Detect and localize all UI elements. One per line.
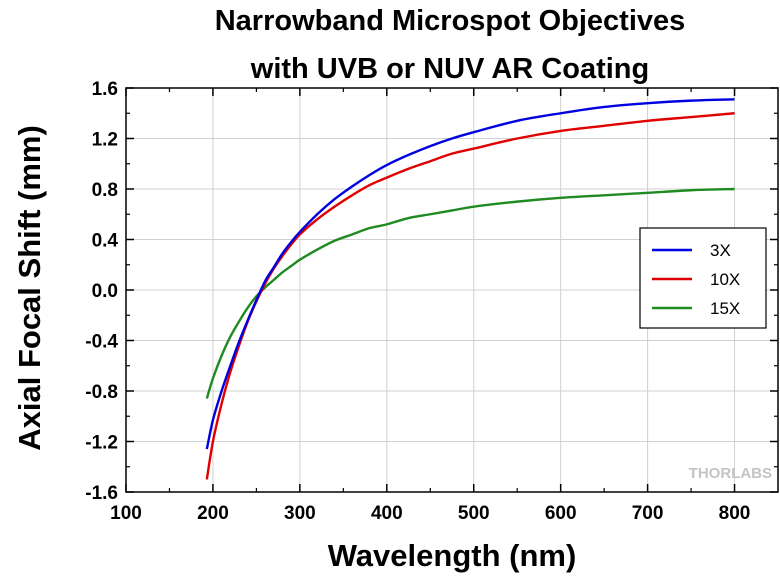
thorlabs-watermark: THORLABS	[689, 465, 772, 482]
legend-label-10x: 10X	[710, 270, 740, 289]
x-tick-label: 700	[632, 503, 664, 524]
x-tick-label: 100	[110, 503, 142, 524]
series-line-15x	[205, 187, 735, 399]
y-tick-label: 0.8	[92, 180, 118, 201]
y-tick-label: -1.2	[85, 433, 118, 454]
x-tick-label: 300	[284, 503, 316, 524]
y-tick-label: 0.0	[92, 281, 118, 302]
y-tick-label: 1.6	[92, 79, 118, 100]
series-layer	[205, 98, 735, 480]
y-tick-label: 0.4	[92, 231, 119, 252]
legend: 3X 10X 15X	[639, 227, 767, 329]
series-line-3x	[205, 98, 735, 450]
chart-title-line-1: Narrowband Microspot Objectives	[214, 5, 686, 37]
chart-title-line-2: with UVB or NUV AR Coating	[250, 53, 650, 85]
y-axis-title: Axial Focal Shift (mm)	[12, 125, 47, 451]
y-tick-label: -0.4	[85, 332, 118, 353]
label-layer: 100 200 300 400 500 600 700 800 1.6 1.2 0.8 0.4 0.0 -…	[85, 79, 750, 524]
x-axis-title: Wavelength (nm)	[328, 538, 577, 573]
legend-label-15x: 15X	[710, 299, 740, 318]
tick-layer	[125, 87, 778, 493]
legend-label-3x: 3X	[710, 241, 731, 260]
y-tick-label: -0.8	[85, 382, 118, 403]
y-tick-label: 1.2	[92, 130, 118, 151]
x-tick-label: 400	[371, 503, 403, 524]
x-tick-label: 500	[458, 503, 490, 524]
y-tick-label: -1.6	[85, 483, 118, 504]
x-tick-label: 600	[545, 503, 577, 524]
x-tick-label: 800	[719, 503, 751, 524]
x-tick-label: 200	[197, 503, 229, 524]
